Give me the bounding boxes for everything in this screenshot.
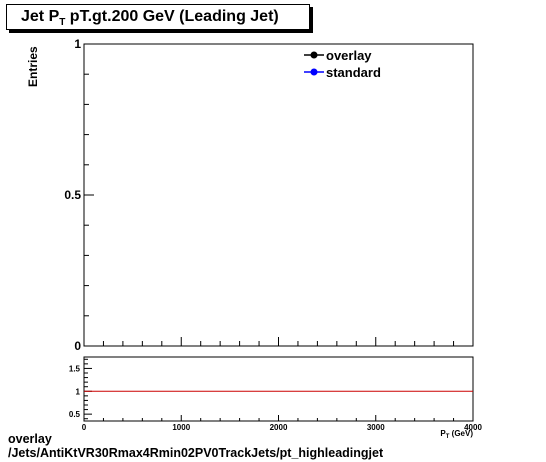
legend-dot-standard xyxy=(310,68,318,76)
main-x-ticks xyxy=(83,337,474,346)
y-axis-label: Entries xyxy=(26,46,40,87)
ratio-y-tick-label: 1.5 xyxy=(69,364,81,373)
x-tick-label: 4000 xyxy=(464,423,482,432)
y-tick-label: 0.5 xyxy=(64,188,81,202)
footer-line-1: overlay xyxy=(8,432,52,446)
x-tick-label: 3000 xyxy=(367,423,385,432)
title-box: Jet PT pT.gt.200 GeV (Leading Jet) xyxy=(6,4,310,30)
footer: overlay /Jets/AntiKtVR30Rmax4Rmin02PV0Tr… xyxy=(8,432,383,460)
legend-label-standard: standard xyxy=(326,65,381,80)
ratio-y-axis: 0.5 1 1.5 xyxy=(69,358,92,420)
legend: overlay standard xyxy=(304,48,381,80)
x-axis-label: PT (GeV) xyxy=(440,429,473,440)
ratio-plot-frame xyxy=(83,356,474,422)
x-tick-label: 2000 xyxy=(270,423,288,432)
ratio-y-tick-label: 0.5 xyxy=(69,410,81,419)
ratio-x-axis: 0 1000 2000 3000 4000 xyxy=(82,415,482,432)
x-tick-label: 1000 xyxy=(172,423,190,432)
ratio-y-tick-label: 1 xyxy=(76,387,81,396)
x-tick-label: 0 xyxy=(82,423,87,432)
footer-line-2: /Jets/AntiKtVR30Rmax4Rmin02PV0TrackJets/… xyxy=(8,446,384,460)
chart-title: Jet PT pT.gt.200 GeV (Leading Jet) xyxy=(21,8,279,29)
y-tick-label: 1 xyxy=(74,37,81,51)
main-y-axis: 00.51 xyxy=(64,37,94,353)
main-plot-frame xyxy=(83,43,474,347)
y-tick-label: 0 xyxy=(74,339,81,353)
legend-label-overlay: overlay xyxy=(326,48,372,63)
legend-dot-overlay xyxy=(310,51,318,59)
